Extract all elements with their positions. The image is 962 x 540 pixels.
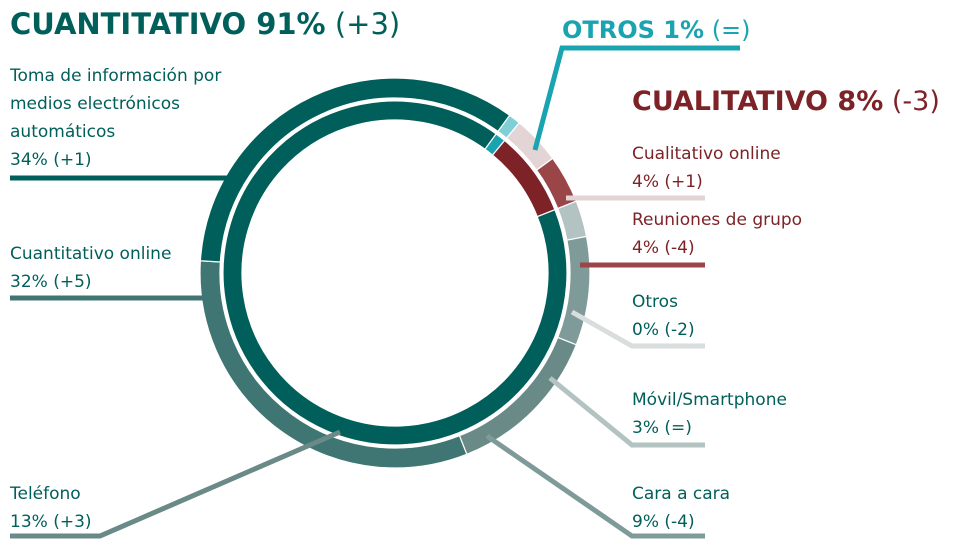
group-change: (-3) — [891, 86, 940, 117]
item-label: Cara a cara 9% (-4) — [632, 480, 952, 536]
item-label: Cuantitativo online 32% (+5) — [10, 240, 330, 296]
item-name: Toma de información por medios electróni… — [10, 66, 222, 142]
item-value-label: 0% (-2) — [632, 320, 695, 340]
group-change: (+3) — [334, 7, 401, 41]
outer-segment — [199, 77, 511, 263]
item-name: Cuantitativo online — [10, 244, 172, 264]
item-name: Reuniones de grupo — [632, 210, 803, 230]
item-value-label: 13% (+3) — [10, 512, 92, 532]
item-value-label: 4% (+1) — [632, 172, 703, 192]
group-value-label: OTROS 1% — [562, 16, 705, 44]
group-title: CUANTITATIVO 91% (+3) — [10, 6, 400, 42]
item-label: Otros 0% (-2) — [632, 288, 952, 344]
group-title: CUALITATIVO 8% (-3) — [632, 84, 940, 120]
item-label: Cualitativo online 4% (+1) — [632, 140, 952, 196]
inner-segment — [222, 100, 568, 446]
item-value-label: 32% (+5) — [10, 272, 92, 292]
item-name: Cara a cara — [632, 484, 731, 504]
item-label: Reuniones de grupo 4% (-4) — [632, 206, 952, 262]
leader-line — [532, 45, 740, 151]
outer-segment — [458, 336, 578, 456]
item-name: Otros — [632, 292, 678, 312]
leader-line — [548, 376, 705, 448]
group-title: OTROS 1% (=) — [562, 12, 751, 48]
item-label: Teléfono 13% (+3) — [10, 480, 330, 536]
group-change: (=) — [711, 16, 751, 44]
item-value-label: 3% (=) — [632, 418, 692, 438]
item-value-label: 4% (-4) — [632, 238, 695, 258]
item-name: Teléfono — [10, 484, 81, 504]
leader-line — [570, 309, 705, 349]
item-label: Móvil/Smartphone 3% (=) — [632, 386, 952, 442]
group-value-label: CUALITATIVO 8% — [632, 86, 884, 117]
group-value-label: CUANTITATIVO 91% — [10, 7, 326, 41]
item-value-label: 34% (+1) — [10, 150, 92, 170]
item-value-label: 9% (-4) — [632, 512, 695, 532]
item-name: Móvil/Smartphone — [632, 390, 787, 410]
leader-line — [485, 433, 705, 539]
leader-line — [10, 429, 341, 539]
item-label: Toma de información por medios electróni… — [10, 62, 245, 174]
item-name: Cualitativo online — [632, 144, 781, 164]
